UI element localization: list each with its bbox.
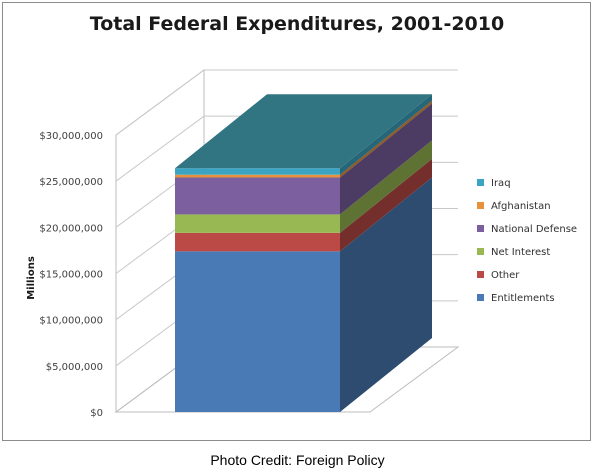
y-tick-label: $5,000,000 xyxy=(46,362,103,373)
chart-title: Total Federal Expenditures, 2001-2010 xyxy=(90,13,504,35)
bar-segment-other xyxy=(175,232,340,252)
legend-label-entitlements: Entitlements xyxy=(491,293,555,304)
y-tick-label: $30,000,000 xyxy=(39,131,103,142)
gridline xyxy=(115,69,458,136)
legend-swatch-national-defense xyxy=(477,225,484,232)
y-tick-label: $25,000,000 xyxy=(39,177,103,188)
y-tick-label: $10,000,000 xyxy=(39,316,103,327)
legend-label-net-interest: Net Interest xyxy=(491,247,550,258)
legend-swatch-other xyxy=(477,271,484,278)
legend-label-national-defense: National Defense xyxy=(491,224,577,235)
bar-segment-side-net-interest xyxy=(340,140,432,233)
legend-label-other: Other xyxy=(491,270,520,281)
bar-segment-side-other xyxy=(340,158,432,252)
bar-segment-side-national-defense xyxy=(340,103,432,215)
y-axis-label: Millions xyxy=(26,256,37,300)
legend-swatch-iraq xyxy=(477,179,484,186)
y-tick-label: $20,000,000 xyxy=(39,223,103,234)
legend-swatch-afghanistan xyxy=(477,202,484,209)
legend-swatch-entitlements xyxy=(477,294,484,301)
y-tick-label: $0 xyxy=(90,408,103,419)
bar-segment-afghanistan xyxy=(175,174,340,178)
legend-label-iraq: Iraq xyxy=(491,178,511,189)
bar-segment-side-iraq xyxy=(340,94,432,175)
bar-segment-net-interest xyxy=(175,214,340,233)
y-tick-label: $15,000,000 xyxy=(39,270,103,281)
bar-segment-iraq xyxy=(175,168,340,175)
bar-segment-side-afghanistan xyxy=(340,100,432,178)
bar-segment-entitlements xyxy=(175,251,340,412)
legend-label-afghanistan: Afghanistan xyxy=(491,201,551,212)
bar-segment-side-entitlements xyxy=(340,177,432,412)
bar-top-face xyxy=(175,94,432,169)
bar-segment-national-defense xyxy=(175,177,340,215)
legend-swatch-net-interest xyxy=(477,248,484,255)
photo-credit: Photo Credit: Foreign Policy xyxy=(210,452,385,468)
